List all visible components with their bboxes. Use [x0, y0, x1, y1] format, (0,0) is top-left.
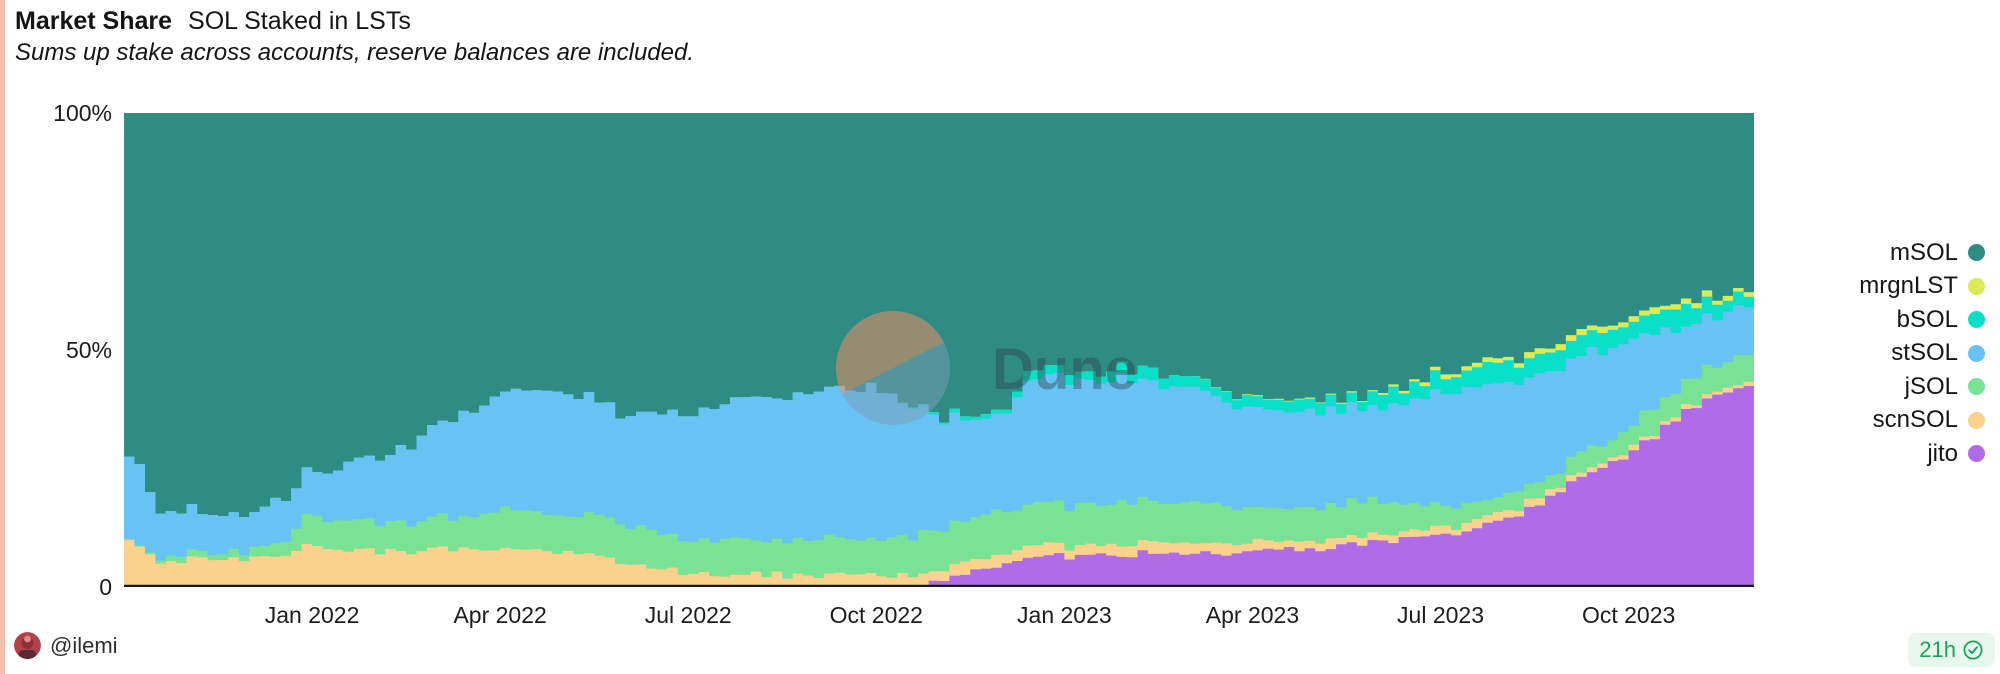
legend-color-dot — [1968, 311, 1985, 329]
legend-label: stSOL — [1891, 339, 1958, 367]
series-area-jSOL — [124, 355, 1754, 587]
legend-item-bSOL[interactable]: bSOL — [1859, 303, 1985, 337]
left-accent-strip — [0, 0, 5, 674]
x-axis-tick-label: Jul 2022 — [644, 602, 732, 628]
author-handle[interactable]: @ilemi — [50, 632, 118, 658]
legend-item-mrgnLST[interactable]: mrgnLST — [1859, 270, 1985, 304]
legend-color-dot — [1968, 277, 1985, 295]
page-title: Market Share — [15, 7, 173, 35]
series-area-jito — [124, 386, 1754, 587]
author-row[interactable]: @ilemi — [14, 632, 118, 659]
legend-item-stSOL[interactable]: stSOL — [1859, 337, 1985, 371]
watermark-text: Dune — [992, 337, 1137, 402]
x-axis-tick-label: Jan 2022 — [264, 602, 360, 628]
y-axis-tick-50: 50% — [65, 337, 112, 363]
author-avatar — [14, 632, 41, 659]
chart-title: SOL Staked in LSTs — [188, 7, 411, 35]
stacked-area-chart[interactable]: Dune — [124, 113, 1754, 588]
legend-label: mSOL — [1889, 238, 1958, 266]
y-axis-tick-100: 100% — [53, 100, 112, 126]
legend-item-scnSOL[interactable]: scnSOL — [1859, 404, 1985, 438]
legend-color-dot — [1968, 378, 1985, 396]
plot-area[interactable]: Dune — [124, 113, 1754, 588]
x-axis-tick-label: Oct 2023 — [1581, 602, 1676, 628]
x-axis-tick-label: Apr 2022 — [453, 602, 547, 628]
legend-label: jito — [1927, 439, 1958, 467]
last-updated-badge[interactable]: 21h — [1908, 633, 1995, 667]
legend-label: scnSOL — [1872, 406, 1958, 434]
verified-check-icon — [1963, 640, 1983, 660]
legend-label: bSOL — [1896, 305, 1958, 333]
legend-color-dot — [1968, 244, 1985, 262]
x-axis-tick-label: Jul 2023 — [1397, 602, 1485, 628]
legend-label: jSOL — [1904, 372, 1958, 400]
legend-color-dot — [1968, 344, 1985, 362]
chart-legend: mSOL mrgnLST bSOL stSOL jSOL scnSOL jito — [1859, 236, 1985, 471]
legend-color-dot — [1968, 445, 1985, 463]
x-axis-tick-label: Apr 2023 — [1205, 602, 1300, 628]
last-updated-text: 21h — [1919, 637, 1956, 662]
y-axis-tick-0: 0 — [99, 574, 112, 600]
legend-item-jito[interactable]: jito — [1859, 437, 1985, 471]
legend-color-dot — [1968, 411, 1985, 429]
x-axis-tick-label: Oct 2022 — [829, 602, 923, 628]
chart-header: Market Share SOL Staked in LSTs Sums up … — [15, 6, 694, 67]
x-axis-tick-label: Jan 2023 — [1017, 602, 1112, 628]
legend-item-jSOL[interactable]: jSOL — [1859, 370, 1985, 404]
chart-description: Sums up stake across accounts, reserve b… — [15, 39, 695, 66]
legend-item-mSOL[interactable]: mSOL — [1859, 236, 1985, 270]
legend-label: mrgnLST — [1859, 272, 1958, 300]
series-area-scnSOL — [124, 381, 1754, 587]
